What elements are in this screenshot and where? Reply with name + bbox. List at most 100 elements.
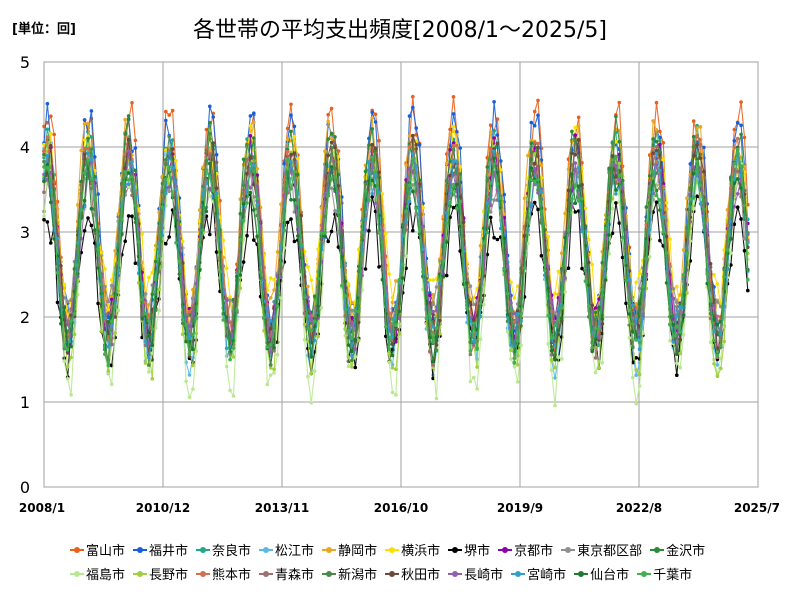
data-point bbox=[739, 217, 743, 221]
data-point bbox=[208, 175, 212, 179]
data-point bbox=[180, 318, 185, 322]
data-point bbox=[238, 273, 243, 277]
data-point bbox=[204, 159, 209, 163]
legend-label: 千葉市 bbox=[653, 568, 693, 583]
data-point bbox=[228, 320, 232, 325]
data-point bbox=[367, 198, 371, 202]
data-point bbox=[735, 205, 740, 209]
data-point bbox=[265, 345, 270, 349]
data-point bbox=[654, 100, 659, 105]
data-point bbox=[461, 272, 466, 276]
data-point bbox=[695, 194, 699, 198]
data-point bbox=[394, 279, 398, 283]
data-point bbox=[603, 278, 608, 282]
data-point bbox=[116, 212, 121, 216]
legend-swatch bbox=[259, 546, 274, 553]
data-point bbox=[204, 127, 209, 132]
data-point bbox=[654, 128, 659, 132]
data-point bbox=[607, 215, 611, 220]
data-point bbox=[187, 309, 192, 314]
data-point bbox=[411, 189, 415, 194]
data-point bbox=[228, 388, 232, 393]
legend-swatch bbox=[385, 570, 400, 577]
data-point bbox=[363, 267, 368, 271]
data-point bbox=[499, 159, 503, 163]
data-point bbox=[167, 165, 171, 169]
data-point bbox=[258, 270, 263, 275]
data-point bbox=[431, 278, 435, 282]
data-point bbox=[526, 218, 530, 223]
data-point bbox=[79, 179, 83, 184]
data-point bbox=[333, 145, 337, 150]
data-point bbox=[488, 147, 493, 151]
data-point bbox=[431, 302, 435, 307]
data-point bbox=[505, 329, 510, 334]
data-point bbox=[614, 114, 618, 119]
data-point bbox=[42, 190, 46, 194]
data-point bbox=[488, 130, 493, 134]
chart-title: 各世帯の平均支出頻度[2008/1～2025/5] bbox=[193, 18, 607, 43]
data-point bbox=[573, 183, 578, 187]
data-point bbox=[411, 152, 415, 156]
legend-label: 静岡市 bbox=[338, 544, 378, 559]
data-point bbox=[644, 274, 649, 278]
data-point bbox=[150, 376, 155, 381]
data-point bbox=[333, 174, 337, 179]
data-point bbox=[404, 163, 408, 167]
data-point bbox=[99, 329, 104, 333]
legend-swatch bbox=[70, 570, 84, 577]
data-point bbox=[411, 94, 415, 99]
data-point bbox=[651, 170, 655, 174]
data-point bbox=[42, 165, 46, 169]
data-point bbox=[522, 266, 527, 270]
data-point bbox=[390, 295, 395, 300]
data-point bbox=[587, 237, 591, 242]
y-tick-label: 0 bbox=[20, 478, 30, 497]
data-point bbox=[407, 134, 412, 138]
data-point bbox=[556, 306, 561, 311]
data-point bbox=[191, 387, 195, 391]
data-point bbox=[49, 200, 53, 205]
data-point bbox=[82, 122, 87, 126]
data-point bbox=[431, 365, 435, 370]
data-point bbox=[475, 347, 479, 352]
data-point bbox=[651, 119, 655, 123]
data-point bbox=[668, 290, 672, 294]
data-point bbox=[610, 231, 615, 236]
data-point bbox=[224, 346, 229, 351]
data-point bbox=[350, 353, 354, 358]
data-point bbox=[549, 336, 554, 340]
data-point bbox=[356, 309, 361, 314]
data-point bbox=[441, 214, 446, 219]
legend-label: 新潟市 bbox=[338, 568, 378, 583]
data-point bbox=[255, 196, 259, 200]
data-point bbox=[329, 131, 334, 136]
data-point bbox=[739, 123, 743, 128]
data-point bbox=[309, 400, 314, 405]
data-point bbox=[214, 250, 219, 254]
data-point bbox=[590, 303, 594, 308]
data-point bbox=[370, 142, 375, 147]
data-point bbox=[658, 168, 662, 173]
data-point bbox=[566, 266, 571, 271]
legend-swatch bbox=[385, 546, 400, 553]
data-point bbox=[529, 138, 534, 143]
data-point bbox=[153, 277, 158, 282]
data-point bbox=[194, 331, 199, 336]
data-point bbox=[319, 306, 324, 310]
data-point bbox=[411, 157, 415, 161]
data-point bbox=[174, 218, 178, 223]
data-point bbox=[363, 169, 368, 174]
data-point bbox=[238, 237, 243, 242]
legend-label: 仙台市 bbox=[590, 568, 630, 583]
data-point bbox=[556, 317, 561, 322]
data-point bbox=[252, 169, 256, 173]
data-point bbox=[113, 249, 117, 253]
data-point bbox=[485, 201, 490, 206]
data-point bbox=[45, 127, 50, 132]
data-point bbox=[96, 266, 100, 270]
data-point bbox=[252, 208, 256, 212]
data-point bbox=[735, 169, 740, 174]
data-point bbox=[387, 351, 392, 356]
